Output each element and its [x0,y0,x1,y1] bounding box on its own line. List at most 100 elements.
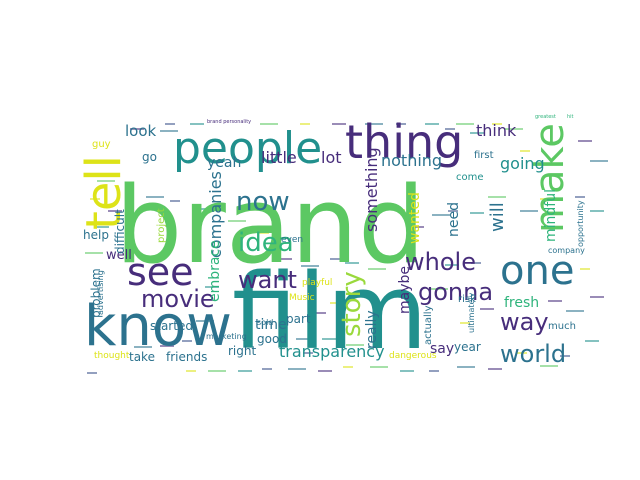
filler-word [456,123,474,125]
filler-word [312,312,326,314]
filler-word [425,123,439,125]
filler-word [590,160,608,162]
filler-word [87,372,97,374]
word-problem: problem [89,268,103,318]
filler-word [448,210,458,212]
filler-word [146,196,164,198]
filler-word [445,264,459,266]
filler-word [85,252,103,254]
word-even: even [281,235,303,245]
filler-word [259,232,269,234]
word-go: go [142,150,157,164]
filler-word [288,368,306,370]
filler-word [560,355,570,357]
word-embrace: embrace [207,240,223,302]
word-say: say [430,341,454,357]
filler-word [492,123,502,125]
filler-word [395,209,405,211]
filler-word [520,150,530,152]
filler-word [368,268,386,270]
filler-word [303,352,313,354]
word-will: will [487,202,508,232]
word-first: first [474,150,494,161]
word-opportunity: opportunity [576,200,585,247]
word-guy: guy [92,139,111,150]
word-hit: hit [567,114,574,120]
filler-word [208,370,226,372]
filler-word [186,370,196,372]
filler-word [578,140,592,142]
filler-word [108,210,122,212]
word-really: really [364,310,380,349]
word-movie: movie [141,285,215,313]
filler-word [540,365,558,367]
filler-word [130,128,144,130]
word-risk: risk [458,294,476,305]
filler-word [238,370,252,372]
filler-word [318,370,332,372]
filler-word [457,366,475,368]
word-maybe: maybe [397,266,413,314]
filler-word [445,128,455,130]
word-company: company [548,246,585,255]
word-film: film [232,251,428,373]
filler-word [228,220,246,222]
word-way: way [500,308,549,336]
filler-word [182,340,192,342]
filler-word [262,368,272,370]
filler-word [488,368,502,370]
filler-word [322,338,336,340]
word-dangerous: dangerous [389,351,437,361]
filler-word [470,212,484,214]
word-come: come [456,172,484,183]
word-yeah: yeah [207,155,241,171]
word-marketing: marketing [206,332,247,341]
word-world: world [500,340,566,368]
filler-word [196,208,210,210]
filler-word [585,340,599,342]
word-lot: lot [321,148,342,167]
word-one: one [500,248,574,294]
filler-word [590,296,604,298]
word-brand: brand [115,164,425,287]
word-time: time [255,317,287,333]
filler-word [430,288,448,290]
filler-word [410,226,424,228]
word-much: much [548,321,576,332]
word-fresh: fresh [504,295,539,311]
word-music: Music [289,293,315,303]
filler-word [590,210,604,212]
filler-word [160,345,174,347]
word-see: see [127,250,194,294]
filler-word [332,123,346,125]
word-ultimately: ultimately [467,292,476,333]
word-take: take [129,350,155,364]
filler-word [97,180,115,182]
filler-word [343,366,353,368]
filler-word [396,123,406,125]
word-know: know [84,294,232,359]
word-brand-personality: brand personality [207,119,251,125]
filler-word [460,322,470,324]
word-going: going [500,154,545,173]
word-sold: sold [257,318,273,327]
filler-word [370,366,388,368]
filler-word [429,370,439,372]
filler-word [566,310,584,312]
filler-word [540,198,550,200]
word-gonna: gonna [418,278,493,306]
word-thought: thought [94,351,130,361]
word-now: now [236,187,290,217]
word-people: people [173,123,322,174]
filler-word [517,352,527,354]
word-part: part [286,312,311,326]
word-whole: whole [405,248,476,276]
filler-word [471,262,481,264]
word-good: good [257,332,287,346]
filler-word [365,123,383,125]
filler-word [432,214,450,216]
filler-word [575,196,585,198]
filler-word [95,226,109,228]
word-right: right [228,344,256,358]
